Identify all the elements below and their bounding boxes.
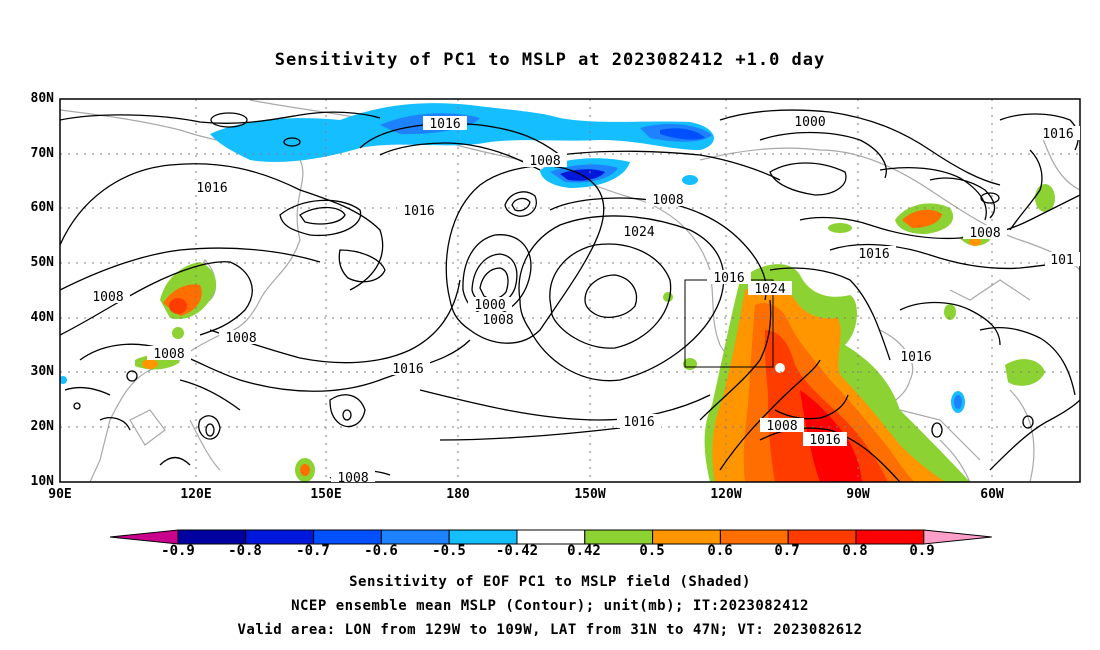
caption-line-3: Valid area: LON from 129W to 109W, LAT f… (237, 622, 863, 638)
lat-label: 50N (30, 255, 54, 270)
colorbar-label: -0.5 (432, 543, 466, 559)
contour-label: 1016 (713, 271, 744, 286)
colorbar-segment (787, 529, 857, 545)
negative-sensitivity-shading (60, 103, 965, 413)
lon-label: 60W (980, 487, 1004, 502)
contour-label: 1024 (754, 282, 785, 297)
contour-label: 1024 (623, 225, 654, 240)
contour-label: 1016 (900, 350, 931, 365)
contour-label: 1000 (474, 298, 505, 313)
colorbar-segment (245, 529, 315, 545)
map-title: Sensitivity of PC1 to MSLP at 2023082412… (274, 50, 826, 70)
colorbar-right-arrow (923, 529, 992, 545)
colorbar-left-arrow (109, 529, 179, 545)
lon-label: 150E (310, 487, 342, 502)
lat-label: 70N (30, 146, 54, 161)
contour-labels: 1016 1000 1008 1016 1016 1008 1024 1016 … (86, 114, 1080, 486)
contour-label: 1008 (652, 193, 683, 208)
lat-label: 60N (30, 200, 54, 215)
contour-label: 1016 (858, 247, 889, 262)
contour-label: 1008 (482, 313, 513, 328)
lon-label: 90W (846, 487, 870, 502)
lat-label: 30N (30, 364, 54, 379)
colorbar-label: 0.42 (567, 543, 601, 559)
lon-label: 120W (710, 487, 742, 502)
contour-label: 1016 (429, 117, 460, 132)
colorbar-label: 0.6 (707, 543, 733, 559)
caption-line-2: NCEP ensemble mean MSLP (Contour); unit(… (291, 598, 809, 614)
contour-label: 1016 (623, 415, 654, 430)
colorbar-label: -0.6 (364, 543, 398, 559)
lon-label: 90E (48, 487, 72, 502)
colorbar-segment (313, 529, 382, 545)
colorbar-label: -0.42 (495, 543, 539, 559)
colorbar-label: -0.7 (296, 543, 330, 559)
colorbar-segment (448, 529, 518, 545)
lat-label: 20N (30, 419, 54, 434)
colorbar-segment (652, 529, 721, 545)
colorbar-label: 0.5 (639, 543, 665, 559)
colorbar-segment (177, 529, 247, 545)
contour-label: 1008 (153, 347, 184, 362)
contour-label: 1008 (92, 290, 123, 305)
colorbar-segment (584, 529, 654, 545)
contour-label: 1008 (529, 154, 560, 169)
lat-label: 10N (30, 474, 54, 489)
contour-label: 1008 (337, 471, 368, 486)
contour-label: 1008 (225, 331, 256, 346)
contour-label: 1008 (766, 419, 797, 434)
contour-label: 1016 (392, 362, 423, 377)
colorbar-segment (516, 529, 586, 545)
lat-label: 40N (30, 310, 54, 325)
colorbar-label: -0.9 (161, 543, 195, 559)
colorbar-segment (719, 529, 789, 545)
colorbar-label: 0.9 (909, 543, 935, 559)
colorbar-label: -0.8 (228, 543, 262, 559)
contour-label: 101 (1050, 253, 1073, 268)
caption-line-1: Sensitivity of EOF PC1 to MSLP field (Sh… (349, 574, 751, 590)
lat-label: 80N (30, 91, 54, 106)
colorbar-segment (380, 529, 450, 545)
map-frame-border (59, 98, 1081, 483)
colorbar-segment (855, 529, 925, 545)
contour-label: 1016 (809, 433, 840, 448)
lon-label: 120E (180, 487, 212, 502)
lon-label: 180 (446, 487, 470, 502)
colorbar-segments (109, 529, 992, 545)
contour-label: 1000 (794, 115, 825, 130)
colorbar-label: 0.8 (842, 543, 868, 559)
map-grid (60, 99, 1080, 482)
colorbar-label: 0.7 (774, 543, 800, 559)
contour-label: 1016 (403, 204, 434, 219)
contour-label: 1016 (196, 181, 227, 196)
contour-label: 1008 (969, 226, 1000, 241)
contour-label: 1016 (1042, 127, 1073, 142)
lon-label: 150W (574, 487, 606, 502)
